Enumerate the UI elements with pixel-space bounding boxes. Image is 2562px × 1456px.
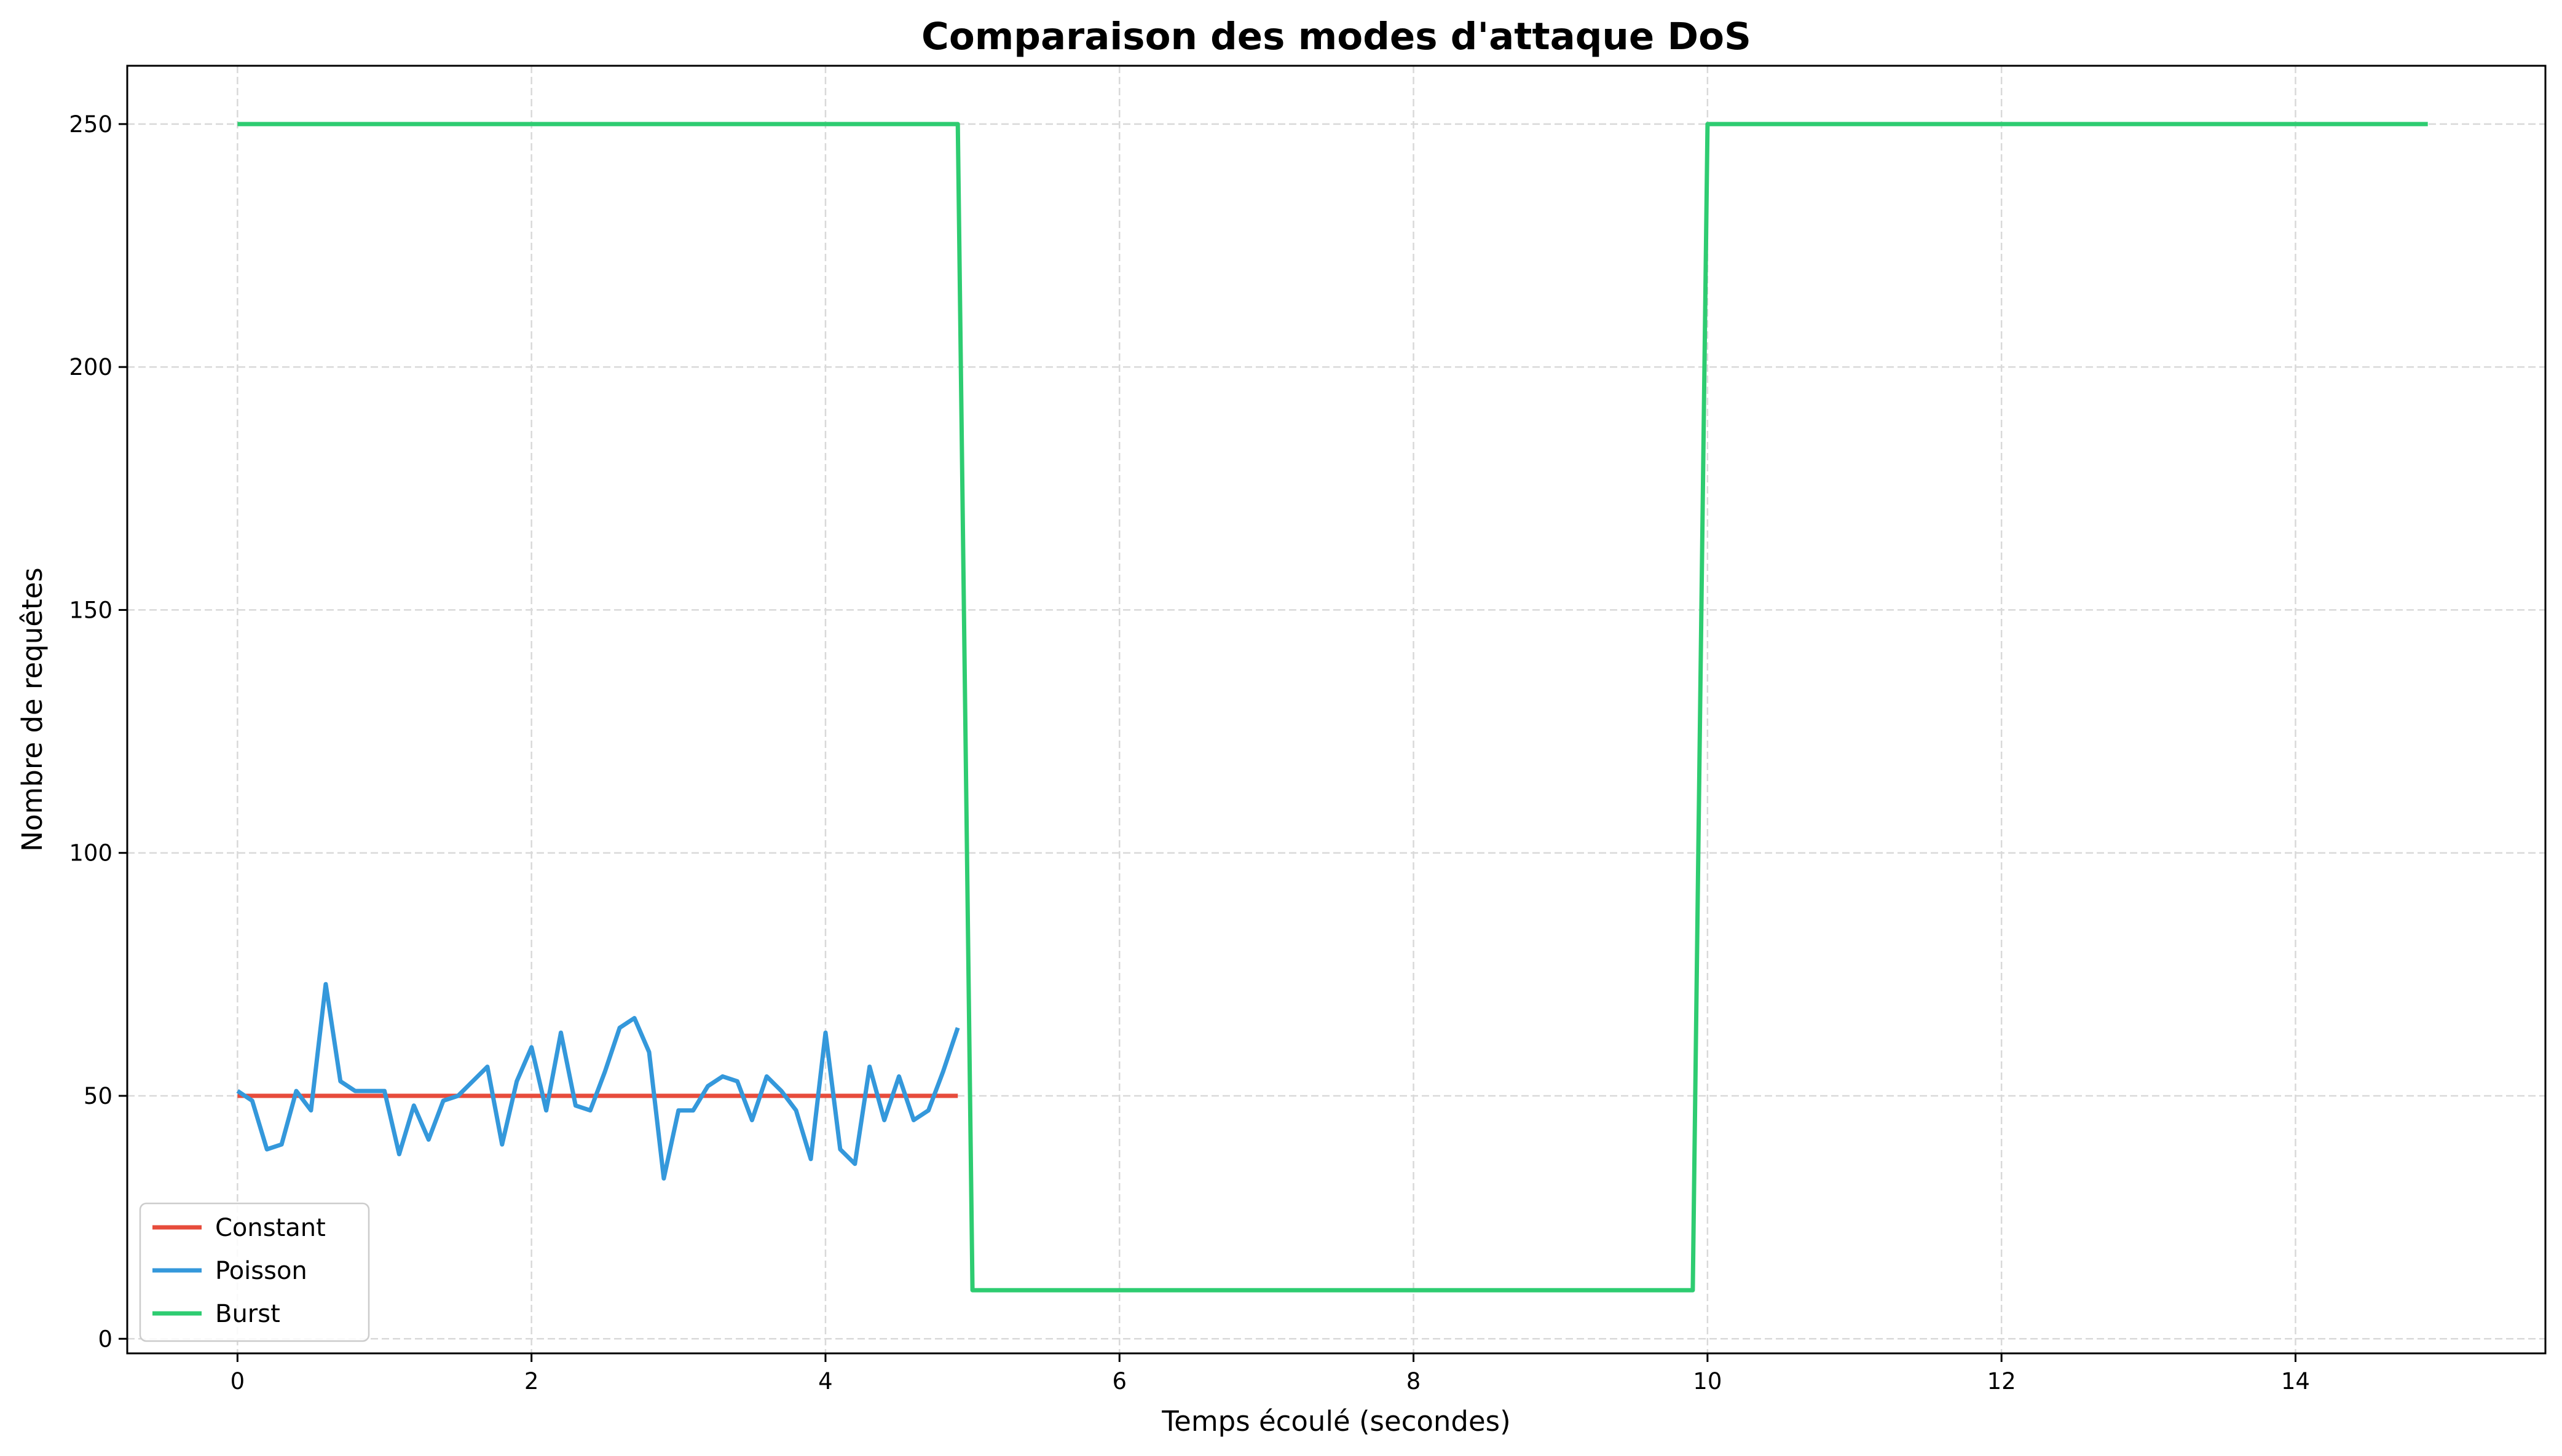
x-tick-label: 12: [1987, 1368, 2016, 1395]
legend-label-constant: Constant: [215, 1214, 326, 1242]
series-line-poisson: [236, 982, 960, 1181]
x-tick-label: 14: [2281, 1368, 2310, 1395]
legend-box: [139, 1202, 370, 1342]
legend: Constant Poisson Burst: [139, 1202, 370, 1342]
plot-frame: [126, 65, 2547, 1355]
x-tick-label: 4: [818, 1368, 833, 1395]
x-axis-label: Temps écoulé (secondes): [1161, 1405, 1510, 1438]
y-tick-label: 100: [69, 840, 112, 867]
y-tick-label: 50: [84, 1083, 112, 1109]
x-tick-label: 8: [1406, 1368, 1421, 1395]
y-tick-label: 200: [69, 354, 112, 380]
legend-label-poisson: Poisson: [215, 1257, 307, 1285]
ticks: 0 2 4 6 8 10 12 14 0 50 100 150 200 250: [69, 111, 2310, 1395]
y-tick-label: 0: [98, 1326, 112, 1352]
y-tick-label: 150: [69, 597, 112, 623]
x-tick-label: 0: [231, 1368, 245, 1395]
series-line-burst: [237, 122, 2428, 1293]
x-tick-label: 2: [524, 1368, 539, 1395]
legend-label-burst: Burst: [215, 1300, 280, 1328]
series-group: [236, 122, 2428, 1293]
chart-title: Comparaison des modes d'attaque DoS: [921, 15, 1751, 58]
y-tick-label: 250: [69, 111, 112, 138]
y-axis-label: Nombre de requêtes: [16, 567, 49, 851]
x-tick-label: 6: [1112, 1368, 1127, 1395]
x-tick-label: 10: [1693, 1368, 1722, 1395]
